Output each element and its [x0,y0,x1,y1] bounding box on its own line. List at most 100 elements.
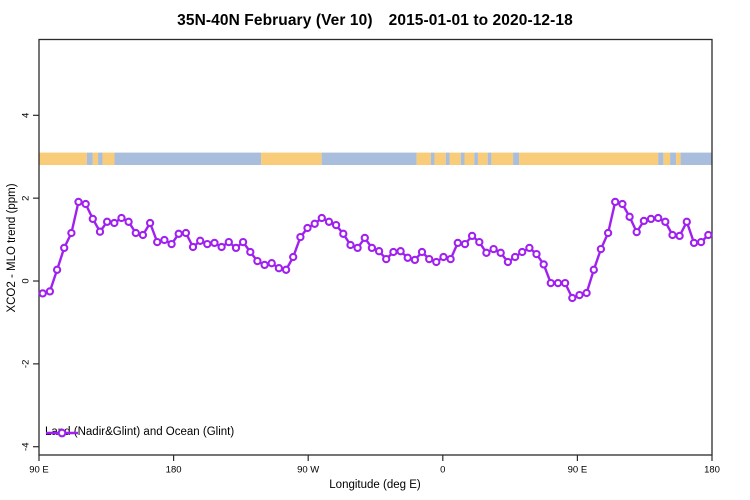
band-segment-land [416,152,431,166]
y-tick-label: 0 [21,278,32,283]
data-point [568,293,577,303]
data-point [560,278,570,288]
data-point [117,213,126,223]
data-point [668,230,677,240]
data-point [661,217,670,226]
data-point [346,240,355,250]
data-point [618,199,627,209]
data-point [274,264,284,273]
data-point [331,220,341,230]
data-point [210,238,219,248]
data-point [153,237,162,247]
data-point [403,253,412,262]
band-segment-land [434,152,446,166]
legend-label: Land (Nadir&Glint) and Ocean (Glint) [45,426,235,438]
y-tick-label: 2 [21,196,32,201]
data-point [374,247,384,256]
data-point [196,236,205,245]
band-segment-land [676,152,681,166]
data-point [324,217,334,226]
data-point [253,256,262,266]
chart-title-region: 35N-40N February (Ver 10) [177,12,373,29]
band-segment-ocean [114,152,262,166]
data-point [654,213,663,223]
data-point [160,235,169,245]
data-point [546,278,555,288]
band-segment-ocean [474,152,478,166]
data-point [138,230,148,240]
data-point [453,238,462,248]
band-segment-land [39,152,87,166]
x-tick-label: 180 [704,465,720,476]
band-segment-ocean [98,152,103,166]
data-point [646,214,656,224]
data-point [432,257,441,267]
band-segment-land [519,152,659,166]
data-point [296,232,305,242]
band-segment-ocean [680,152,712,166]
data-point [52,265,62,274]
data-point [217,242,226,252]
data-point [389,247,398,257]
band-segment-ocean [445,152,450,166]
data-point [417,247,427,257]
chart-title-daterange: 2015-01-01 to 2020-12-18 [388,12,573,29]
chart-title: 35N-40N February (Ver 10) 2015-01-01 to … [177,12,573,30]
plot-box [38,38,713,456]
data-point [303,223,312,233]
data-point [696,237,706,247]
data-point [188,242,198,252]
data-point [611,197,620,207]
data-point [181,228,191,238]
data-point [267,259,276,268]
data-point [503,257,513,267]
data-point [532,249,541,259]
data-point [45,287,55,296]
data-point [360,233,369,243]
data-point [460,239,470,249]
data-point [102,217,112,226]
x-tick-label: 90 E [568,465,588,476]
data-point [689,238,699,248]
data-point [353,243,362,253]
data-point [238,237,248,247]
data-point [38,289,47,298]
data-point [518,247,527,257]
y-tick-label: -2 [21,360,32,368]
data-point [60,243,69,253]
data-point [167,239,176,249]
data-point [174,229,183,238]
data-point [675,231,684,241]
band-segment-ocean [487,152,492,166]
data-point [145,218,155,228]
data-point [596,244,606,254]
data-point [539,260,548,269]
data-point [425,254,434,264]
data-point [553,278,563,288]
data-point [396,247,405,256]
band-segment-land [92,152,99,166]
data-point [246,247,255,257]
data-point [575,290,584,300]
band-segment-land [477,152,488,166]
band-segment-ocean [86,152,93,166]
x-tick-label: 90 W [297,465,319,476]
data-point [131,228,140,238]
x-tick-label: 180 [166,465,182,476]
x-tick-label: 90 E [29,465,49,476]
data-point [317,213,326,223]
data-point [110,218,119,228]
data-point [525,243,534,253]
data-point [339,229,348,238]
data-point [95,227,105,236]
data-point [639,216,649,226]
band-segment-land [491,152,514,166]
band-segment-ocean [658,152,664,166]
data-point [582,288,591,298]
data-point [124,217,133,226]
data-point [289,252,298,262]
data-point [625,212,634,221]
data-point [704,230,713,240]
band-segment-ocean [321,152,417,166]
